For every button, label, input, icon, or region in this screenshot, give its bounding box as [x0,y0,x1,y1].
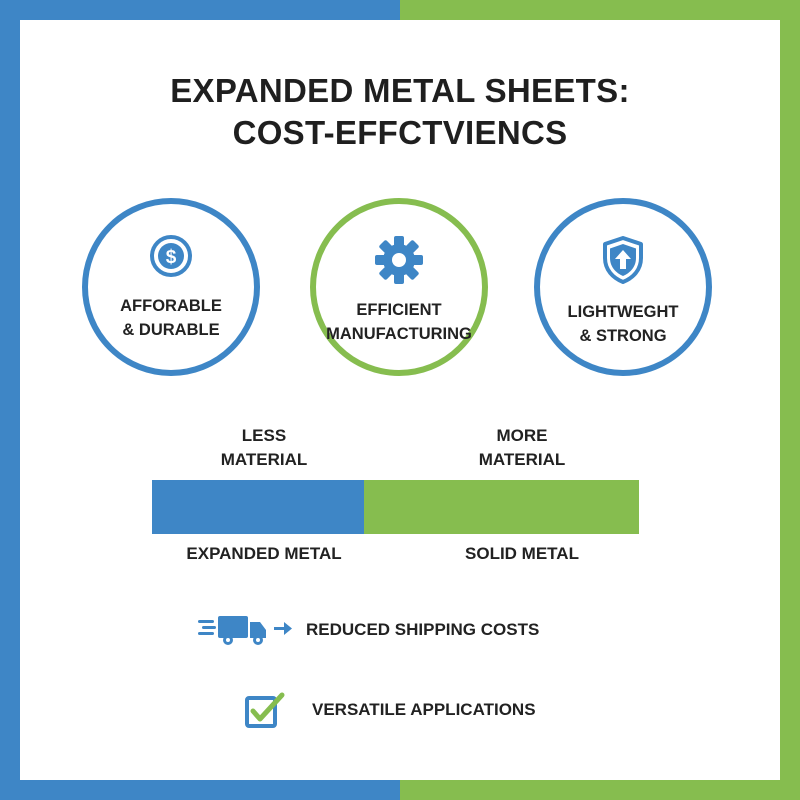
page-title: EXPANDED METAL SHEETS: COST-EFFCTVIENCS [20,70,780,154]
benefit-reduced-shipping: REDUCED SHIPPING COSTS [306,620,540,639]
less-material-label: LESS MATERIAL [220,426,308,469]
expanded-metal-label: EXPANDED METAL [186,544,342,563]
gear-icon [373,234,425,291]
feature-label: LIGHTWEGHT & STRONG [567,303,679,345]
solid-metal-bar [364,480,639,534]
feature-affordable-durable: $ AFFORABLE & DURABLE [82,198,260,376]
checkbox-checked-icon [244,692,286,735]
shield-arrow-icon [601,236,645,289]
feature-efficient-manufacturing: EFFICIENT MANUFACTURING [310,198,488,376]
title-line-1: EXPANDED METAL SHEETS: [170,72,630,109]
benefit-versatile-applications: VERSATILE APPLICATIONS [312,700,536,719]
solid-metal-label: SOLID METAL [465,544,579,563]
svg-text:$: $ [166,247,177,268]
expanded-metal-bar [152,480,364,534]
infographic-card: EXPANDED METAL SHEETS: COST-EFFCTVIENCS … [20,20,780,780]
more-material-label: MORE MATERIAL [478,426,566,469]
title-line-2: COST-EFFCTVIENCS [232,114,568,151]
feature-lightweight-strong: LIGHTWEGHT & STRONG [534,198,712,376]
feature-label: AFFORABLE & DURABLE [120,297,222,339]
delivery-truck-icon [198,612,296,653]
feature-label: EFFICIENT MANUFACTURING [326,301,472,343]
dollar-coin-icon: $ [149,234,193,283]
